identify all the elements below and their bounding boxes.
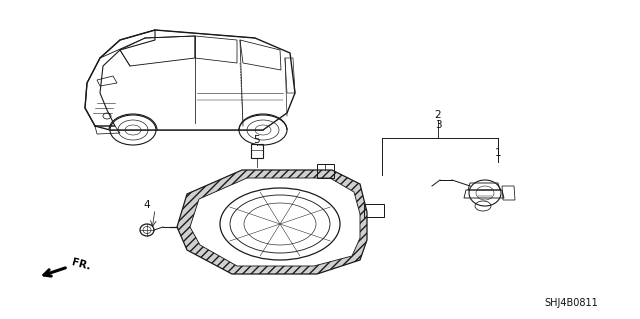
Text: 1: 1 [495, 148, 501, 158]
Text: SHJ4B0811: SHJ4B0811 [544, 298, 598, 308]
Text: 2: 2 [435, 110, 442, 120]
Polygon shape [190, 178, 360, 266]
Text: FR.: FR. [70, 258, 92, 272]
Polygon shape [177, 170, 367, 274]
Text: 4: 4 [144, 200, 150, 210]
Text: 5: 5 [253, 135, 260, 145]
Text: 3: 3 [435, 120, 442, 130]
